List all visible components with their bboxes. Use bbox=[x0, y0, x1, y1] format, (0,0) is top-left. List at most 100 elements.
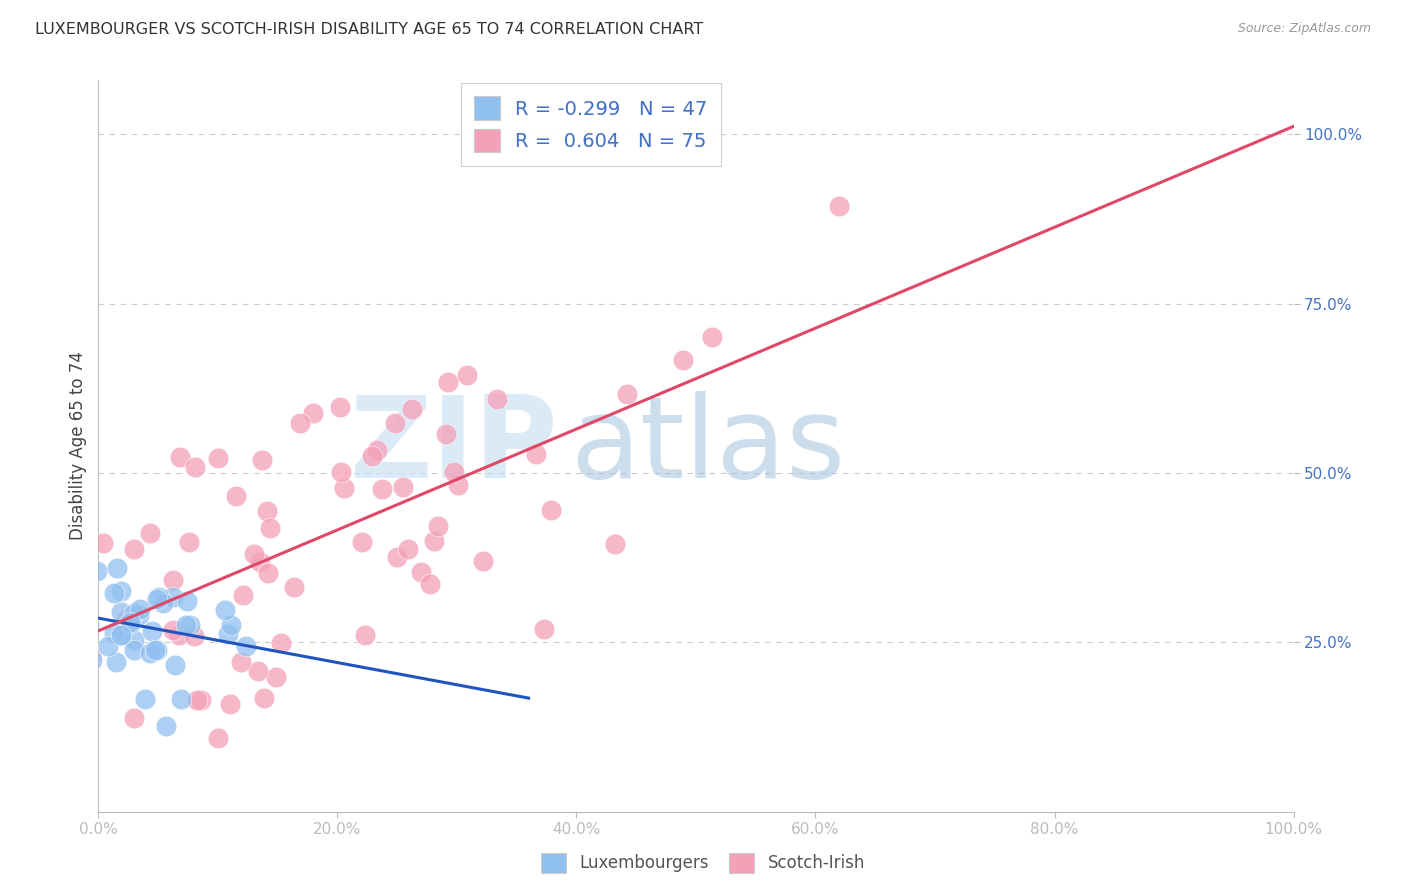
Text: ZIP: ZIP bbox=[350, 391, 558, 501]
Point bbox=[409, 566, 432, 580]
Point bbox=[162, 590, 184, 604]
Text: LUXEMBOURGER VS SCOTCH-IRISH DISABILITY AGE 65 TO 74 CORRELATION CHART: LUXEMBOURGER VS SCOTCH-IRISH DISABILITY … bbox=[35, 22, 703, 37]
Point bbox=[63, 624, 86, 639]
Point bbox=[122, 632, 145, 647]
Point bbox=[190, 692, 212, 706]
Point bbox=[51, 582, 73, 597]
Point bbox=[246, 665, 269, 679]
Point bbox=[79, 618, 101, 632]
Point bbox=[32, 617, 55, 632]
Point bbox=[103, 625, 125, 640]
Point bbox=[603, 537, 626, 551]
Point bbox=[122, 607, 145, 621]
Point bbox=[232, 588, 254, 602]
Point bbox=[86, 564, 108, 578]
Point bbox=[146, 642, 169, 657]
Point bbox=[436, 426, 458, 441]
Point bbox=[103, 586, 125, 600]
Point bbox=[110, 583, 132, 598]
Point bbox=[302, 406, 325, 420]
Legend: R = -0.299   N = 47, R =  0.604   N = 75: R = -0.299 N = 47, R = 0.604 N = 75 bbox=[461, 83, 721, 166]
Point bbox=[447, 478, 470, 492]
Point bbox=[122, 643, 145, 657]
Point bbox=[146, 591, 169, 606]
Point bbox=[396, 541, 419, 556]
Point bbox=[80, 648, 103, 662]
Point bbox=[105, 561, 128, 575]
Point bbox=[183, 629, 205, 643]
Point bbox=[217, 627, 239, 641]
Point bbox=[242, 547, 264, 561]
Point bbox=[366, 443, 388, 458]
Point bbox=[167, 628, 190, 642]
Point bbox=[120, 615, 142, 630]
Point bbox=[700, 330, 723, 344]
Point bbox=[384, 416, 406, 430]
Point bbox=[426, 518, 449, 533]
Point bbox=[59, 608, 82, 623]
Point bbox=[177, 535, 200, 549]
Point bbox=[42, 609, 65, 624]
Point bbox=[219, 617, 242, 632]
Point bbox=[55, 571, 77, 585]
Point bbox=[257, 566, 280, 580]
Point bbox=[96, 639, 118, 653]
Point bbox=[385, 550, 408, 565]
Point bbox=[30, 629, 52, 643]
Point bbox=[361, 449, 384, 463]
Point bbox=[69, 556, 91, 570]
Point bbox=[672, 353, 695, 368]
Legend: Luxembourgers, Scotch-Irish: Luxembourgers, Scotch-Irish bbox=[534, 847, 872, 880]
Point bbox=[145, 642, 167, 657]
Point bbox=[270, 636, 292, 650]
Point bbox=[256, 503, 278, 517]
Point bbox=[391, 480, 413, 494]
Point bbox=[252, 453, 274, 467]
Point bbox=[207, 450, 229, 465]
Point bbox=[249, 555, 271, 569]
Point bbox=[162, 623, 184, 637]
Point bbox=[436, 376, 458, 390]
Point bbox=[329, 401, 352, 415]
Point bbox=[207, 731, 229, 746]
Point bbox=[266, 670, 288, 684]
Point bbox=[115, 612, 138, 626]
Point bbox=[231, 656, 253, 670]
Point bbox=[162, 573, 184, 587]
Text: atlas: atlas bbox=[571, 391, 846, 501]
Point bbox=[259, 521, 281, 535]
Point bbox=[176, 593, 198, 607]
Point bbox=[110, 628, 132, 642]
Point bbox=[170, 691, 193, 706]
Point bbox=[63, 651, 86, 665]
Point bbox=[186, 693, 208, 707]
Point bbox=[456, 368, 478, 382]
Point bbox=[169, 450, 191, 464]
Point bbox=[179, 618, 201, 632]
Point bbox=[183, 460, 205, 475]
Point bbox=[486, 392, 509, 406]
Point bbox=[350, 534, 373, 549]
Point bbox=[139, 526, 162, 541]
Point bbox=[283, 580, 305, 594]
Point bbox=[13, 613, 35, 627]
Point bbox=[110, 628, 132, 642]
Point bbox=[49, 632, 72, 646]
Point bbox=[253, 691, 276, 706]
Point bbox=[73, 553, 96, 567]
Point bbox=[165, 657, 187, 672]
Point bbox=[4, 586, 27, 600]
Point bbox=[443, 466, 465, 480]
Point bbox=[104, 655, 127, 669]
Point bbox=[91, 536, 114, 550]
Point bbox=[330, 465, 353, 479]
Point bbox=[139, 646, 162, 660]
Point bbox=[122, 711, 145, 725]
Point bbox=[401, 402, 423, 417]
Point bbox=[828, 199, 851, 213]
Point bbox=[110, 605, 132, 619]
Point bbox=[155, 719, 177, 733]
Point bbox=[80, 653, 103, 667]
Point bbox=[371, 482, 394, 496]
Point bbox=[423, 534, 446, 549]
